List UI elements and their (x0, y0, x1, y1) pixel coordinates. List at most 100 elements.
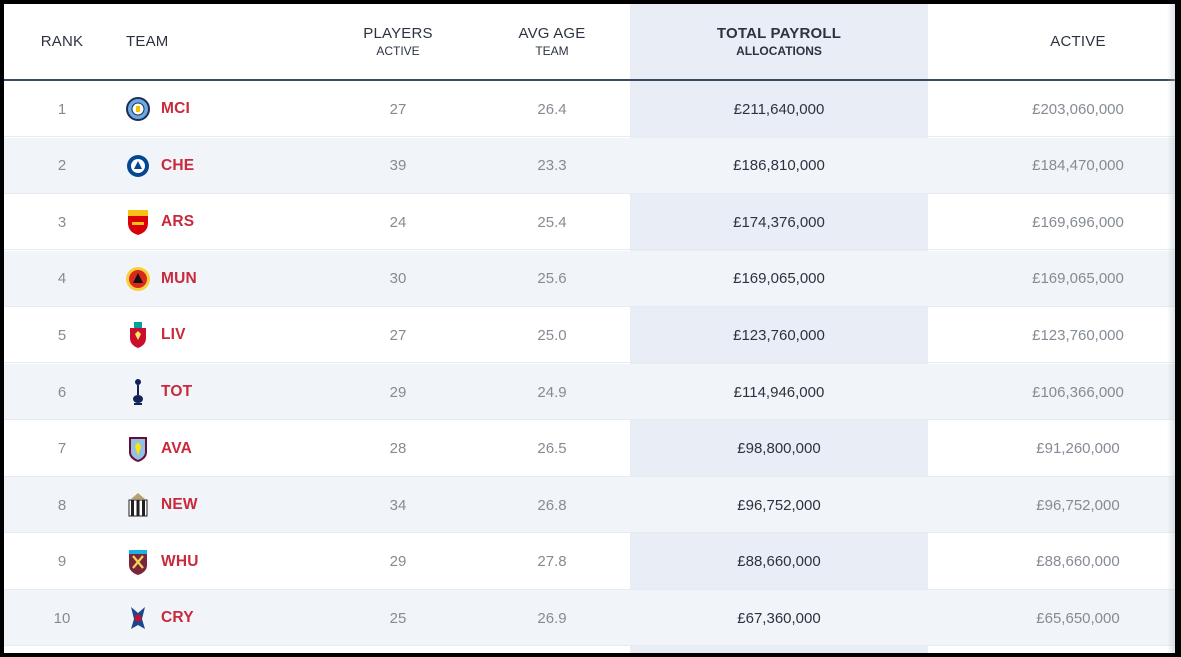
active-payroll-cell: £184,470,000 (1032, 157, 1124, 175)
team-cell[interactable]: MCI (125, 81, 190, 137)
total-payroll-cell: £174,376,000 (733, 213, 825, 231)
row-divider (4, 419, 1175, 420)
payroll-column-highlight (630, 4, 928, 653)
table-row[interactable]: 1 MCI 27 26.4 £211,640,000 £203,060,000 (4, 81, 1175, 137)
total-payroll-cell: £98,800,000 (737, 440, 821, 458)
avg-age-cell: 26.5 (537, 440, 567, 458)
team-abbreviation[interactable]: WHU (161, 552, 199, 570)
team-cell[interactable]: WHU (125, 534, 199, 590)
man-utd-crest-icon (125, 264, 151, 294)
table-row[interactable]: 6 TOT 29 24.9 £114,946,000 £106,366,000 (4, 364, 1175, 420)
row-divider (4, 136, 1175, 137)
table-row[interactable]: 9 WHU 29 27.8 £88,660,000 £88,660,000 (4, 534, 1175, 590)
aston-villa-crest-icon (125, 434, 151, 464)
west-ham-crest-icon (125, 547, 151, 577)
team-cell[interactable]: ARS (125, 194, 194, 250)
arsenal-crest-icon (125, 207, 151, 237)
players-active-cell: 25 (389, 609, 407, 627)
team-abbreviation[interactable]: CHE (161, 156, 195, 174)
rank-cell: 4 (57, 270, 67, 288)
rank-cell: 8 (57, 496, 67, 514)
avg-age-cell: 25.6 (537, 270, 567, 288)
rank-cell: 6 (57, 383, 67, 401)
header-total-payroll-label: TOTAL PAYROLL (716, 25, 842, 42)
team-abbreviation[interactable]: NEW (161, 496, 198, 514)
total-payroll-cell: £96,752,000 (737, 496, 821, 514)
total-payroll-cell: £169,065,000 (733, 270, 825, 288)
active-payroll-cell: £96,752,000 (1036, 496, 1120, 514)
team-abbreviation[interactable]: AVA (161, 439, 193, 457)
team-cell[interactable]: TOT (125, 364, 192, 420)
team-cell[interactable]: NEW (125, 477, 198, 533)
header-team-label: TEAM (126, 33, 169, 50)
table-row[interactable]: 5 LIV 27 25.0 £123,760,000 £123,760,000 (4, 307, 1175, 364)
active-payroll-cell: £91,260,000 (1036, 440, 1120, 458)
team-abbreviation[interactable]: TOT (161, 383, 193, 400)
avg-age-cell: 27.8 (537, 553, 567, 571)
row-divider (4, 532, 1175, 534)
chelsea-crest-icon (125, 151, 151, 181)
team-cell[interactable]: MUN (125, 251, 197, 307)
header-team[interactable]: TEAM (126, 4, 186, 79)
players-active-cell: 34 (389, 496, 407, 514)
header-active[interactable]: ACTIVE (1018, 4, 1138, 79)
total-payroll-cell: £211,640,000 (733, 100, 825, 118)
table-row[interactable]: 10 CRY 25 26.9 £67,360,000 £65,650,000 (4, 590, 1175, 647)
total-payroll-cell: £88,660,000 (737, 553, 821, 571)
header-avg-age[interactable]: AVG AGE TEAM (492, 4, 612, 79)
header-players-label: PLAYERS (363, 25, 433, 42)
total-payroll-cell: £186,810,000 (733, 157, 825, 175)
players-active-cell: 27 (389, 326, 407, 344)
players-active-cell: 30 (389, 270, 407, 288)
team-abbreviation[interactable]: ARS (161, 213, 195, 231)
total-payroll-cell: £67,360,000 (737, 609, 821, 627)
rank-cell: 10 (53, 609, 71, 627)
rank-cell: 3 (57, 213, 67, 231)
payroll-table: RANK TEAM PLAYERS ACTIVE AVG AGE TEAM TO… (4, 4, 1175, 653)
avg-age-cell: 23.3 (537, 157, 567, 175)
header-avg-age-sublabel: TEAM (535, 44, 569, 58)
header-total-payroll-sublabel: ALLOCATIONS (736, 44, 822, 58)
row-divider (4, 305, 1175, 307)
total-payroll-cell: £123,760,000 (733, 326, 825, 344)
table-row[interactable]: 3 ARS 24 25.4 £174,376,000 £169,696,000 (4, 194, 1175, 251)
team-cell[interactable]: LIV (125, 307, 186, 363)
players-active-cell: 29 (389, 553, 407, 571)
players-active-cell: 27 (389, 100, 407, 118)
rank-cell: 9 (57, 553, 67, 571)
table-row[interactable]: 2 CHE 39 23.3 £186,810,000 £184,470,000 (4, 137, 1175, 194)
rank-cell: 5 (57, 326, 67, 344)
newcastle-crest-icon (125, 490, 151, 520)
edge-shadow (1167, 4, 1175, 653)
team-abbreviation[interactable]: MUN (161, 269, 197, 287)
table-row[interactable]: 4 MUN 30 25.6 £169,065,000 £169,065,000 (4, 250, 1175, 307)
team-abbreviation[interactable]: CRY (161, 609, 194, 627)
header-avg-age-label: AVG AGE (518, 25, 586, 42)
active-payroll-cell: £106,366,000 (1032, 383, 1124, 401)
players-active-cell: 29 (389, 383, 407, 401)
header-players[interactable]: PLAYERS ACTIVE (338, 4, 458, 79)
players-active-cell: 24 (389, 213, 407, 231)
header-total-payroll[interactable]: TOTAL PAYROLL ALLOCATIONS (664, 4, 894, 79)
table-row[interactable]: 8 NEW 34 26.8 £96,752,000 £96,752,000 (4, 477, 1175, 534)
rank-cell: 2 (57, 157, 67, 175)
avg-age-cell: 24.9 (537, 383, 567, 401)
header-players-sublabel: ACTIVE (376, 44, 420, 58)
team-cell[interactable]: CRY (125, 590, 194, 646)
row-divider (4, 362, 1175, 364)
rank-cell: 7 (57, 440, 67, 458)
active-payroll-cell: £169,696,000 (1032, 213, 1124, 231)
table-row[interactable]: 7 AVA 28 26.5 £98,800,000 £91,260,000 (4, 421, 1175, 477)
header-rank-label: RANK (40, 33, 84, 50)
active-payroll-cell: £123,760,000 (1032, 326, 1124, 344)
header-rank[interactable]: RANK (22, 4, 102, 79)
team-abbreviation[interactable]: LIV (161, 326, 186, 344)
active-payroll-cell: £203,060,000 (1032, 100, 1124, 118)
team-cell[interactable]: CHE (125, 138, 194, 194)
tottenham-crest-icon (125, 377, 151, 407)
team-abbreviation[interactable]: MCI (161, 100, 191, 117)
active-payroll-cell: £169,065,000 (1032, 270, 1124, 288)
header-active-label: ACTIVE (1050, 33, 1106, 50)
avg-age-cell: 26.9 (537, 609, 567, 627)
team-cell[interactable]: AVA (125, 421, 192, 477)
